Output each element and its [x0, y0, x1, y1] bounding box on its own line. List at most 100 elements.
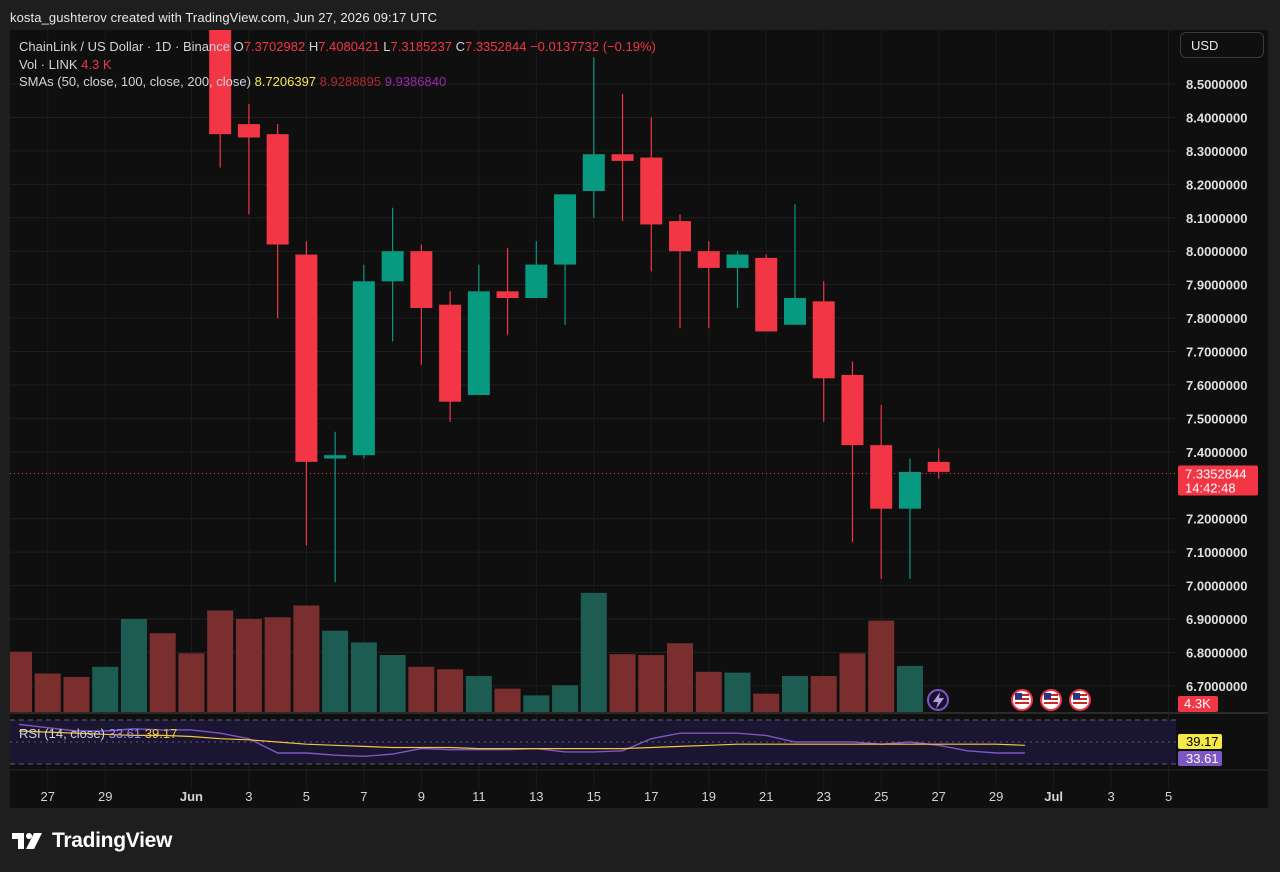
tradingview-logo-icon — [12, 833, 42, 849]
volume-bar — [465, 676, 492, 713]
volume-badge — [1178, 696, 1218, 712]
tradingview-brand[interactable]: TradingView — [12, 826, 172, 856]
time-axis-label: 29 — [98, 789, 112, 804]
volume-bar — [638, 655, 665, 713]
price-axis-label: 8.4000000 — [1186, 110, 1247, 125]
close-value: 7.3352844 — [464, 39, 527, 54]
candle-body — [525, 264, 548, 299]
volume-bar — [781, 676, 808, 713]
rsi-ma-badge — [1178, 734, 1222, 749]
chart-panel[interactable]: 39.17 33.61 8.5000000 8.4000000 8.3000000 8.… — [10, 30, 1268, 808]
candle-body — [237, 124, 260, 138]
sma100-value: 8.9288895 — [319, 74, 382, 89]
volume-bar — [178, 653, 205, 713]
rsi-badge-value: 33.61 — [1186, 751, 1219, 766]
rsi-ma-line — [18, 730, 1025, 750]
candle-body — [324, 455, 347, 459]
time-axis-label: 25 — [874, 789, 888, 804]
us-flag-icon[interactable] — [1069, 689, 1091, 711]
volume-bar — [494, 688, 521, 713]
time-axis-label: 29 — [989, 789, 1003, 804]
candle-body — [841, 374, 864, 446]
volume-bar — [34, 673, 61, 713]
price-axis-label: 8.0000000 — [1186, 244, 1247, 259]
candle-body — [611, 154, 634, 161]
price-axis-label: 7.0000000 — [1186, 579, 1247, 594]
volume-bar — [379, 655, 406, 713]
price-axis-label: 7.4000000 — [1186, 445, 1247, 460]
volume-bar — [810, 676, 837, 713]
rsi-legend[interactable]: RSI (14, close) 33.61 39.17 — [19, 726, 177, 741]
volume-bar — [753, 693, 780, 713]
open-value: 7.3702982 — [243, 39, 306, 54]
time-axis-label: 5 — [1165, 789, 1172, 804]
price-axis-label: 7.6000000 — [1186, 378, 1247, 393]
time-axis-label: 15 — [587, 789, 601, 804]
volume-bar — [408, 666, 435, 713]
low-value: 7.3185237 — [390, 39, 452, 54]
volume-bar — [264, 617, 291, 713]
candle-body — [266, 134, 289, 245]
candle-body — [726, 254, 749, 268]
time-axis-label: 11 — [472, 789, 486, 804]
brand-name: TradingView — [52, 829, 173, 852]
candle-body — [898, 471, 921, 509]
candle-body — [352, 281, 375, 456]
price-badge-countdown: 14:42:48 — [1185, 480, 1236, 495]
time-axis-label: 5 — [303, 789, 310, 804]
time-axis-label: 3 — [245, 789, 252, 804]
candle-body — [697, 251, 720, 268]
candle-body — [640, 157, 663, 225]
volume-bar — [149, 633, 176, 713]
volume-bar — [350, 642, 377, 713]
candle-body — [439, 304, 462, 402]
volume-bar — [207, 610, 234, 713]
volume-bar — [609, 654, 636, 713]
time-axis-label: 27 — [931, 789, 945, 804]
price-axis-label: 7.9000000 — [1186, 278, 1247, 293]
sma50-value: 8.7206397 — [254, 74, 317, 89]
sma-label: SMAs (50, close, 100, close, 200, close) — [19, 74, 251, 89]
candle-body — [755, 257, 778, 332]
price-axis-label: 8.3000000 — [1186, 144, 1247, 159]
candle-body — [927, 461, 950, 472]
price-axis-label: 7.1000000 — [1186, 545, 1247, 560]
volume-bar — [839, 653, 866, 713]
candlesticks — [209, 30, 950, 583]
volume-label: Vol · LINK — [19, 57, 78, 72]
time-axis-label: 23 — [816, 789, 830, 804]
price-axis-label: 7.5000000 — [1186, 411, 1247, 426]
candle-body — [295, 254, 318, 462]
time-axis-label: 21 — [759, 789, 773, 804]
time-axis-label: 27 — [41, 789, 55, 804]
us-flag-icon[interactable] — [1040, 689, 1062, 711]
currency-button[interactable]: USD — [1180, 32, 1264, 58]
high-label: H — [308, 39, 319, 54]
rsi-badge — [1178, 751, 1222, 766]
high-value: 7.4080421 — [318, 39, 380, 54]
open-label: O — [233, 39, 244, 54]
candle-body — [467, 291, 490, 395]
price-axis-label: 7.7000000 — [1186, 345, 1247, 360]
volume-bar — [724, 672, 751, 713]
us-flag-icon[interactable] — [1011, 689, 1033, 711]
volume-bar — [667, 643, 694, 713]
price-badge-value: 7.3352844 — [1185, 466, 1246, 481]
volume-bar — [322, 630, 349, 713]
attribution-text: kosta_gushterov created with TradingView… — [10, 10, 438, 25]
symbol-legend: ChainLink / US Dollar · 1D · Binance O7.… — [19, 39, 656, 54]
time-axis-label: 19 — [702, 789, 716, 804]
sma-legend[interactable]: SMAs (50, close, 100, close, 200, close)… — [19, 74, 446, 89]
candle-body — [669, 221, 692, 252]
symbol-title[interactable]: ChainLink / US Dollar · 1D · Binance — [19, 39, 230, 54]
lightning-icon[interactable] — [927, 689, 949, 711]
volume-legend[interactable]: Vol · LINK 4.3 K — [19, 57, 112, 72]
time-axis-label: 9 — [418, 789, 425, 804]
candle-body — [812, 301, 835, 379]
candle-body — [554, 194, 577, 265]
time-axis-label: Jun — [180, 789, 203, 804]
volume-bar — [235, 618, 262, 713]
low-label: L — [383, 39, 391, 54]
